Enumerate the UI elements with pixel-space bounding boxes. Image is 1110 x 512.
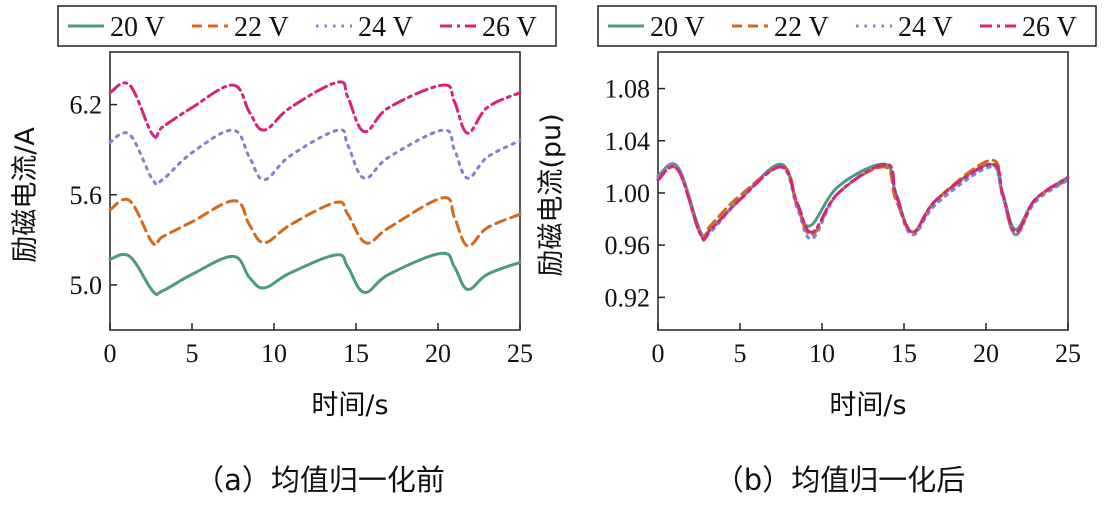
series-line-24v [108,128,522,187]
xtick-label: 5 [734,339,747,368]
legend-label: 26 V [482,12,537,43]
xtick-label: 5 [186,339,199,368]
plot-b-ylabel: 励磁电流(pu) [536,113,567,276]
plot-a-frame [109,51,521,331]
ytick-label: 1.04 [605,127,651,156]
legend-label: 20 V [110,12,165,43]
xtick-label: 15 [343,339,369,368]
xtick-label: 10 [261,339,287,368]
ytick-label: 1.00 [605,179,651,208]
xtick-label: 25 [1055,339,1081,368]
plot-b-caption: （b）均值归一化后 [715,463,965,497]
ytick-label: 0.92 [605,283,651,312]
legend-label: 22 V [774,12,829,43]
xtick-label: 10 [809,339,835,368]
ytick-label: 1.08 [605,75,651,104]
series-line-26v [656,162,1070,241]
plot-b-xlabel: 时间/s [829,390,906,421]
xtick-label: 15 [891,339,917,368]
panel-b: 20 V 22 V 24 V 26 V 0 5 10 15 20 25 0.92 0.96 1.00 1… [536,5,1097,497]
panel-a: 20 V 22 V 24 V 26 V 0 5 10 15 20 25 5.0 5.6 6.2 时间/… [10,5,557,497]
xtick-label: 25 [507,339,533,368]
series-line-22v [108,196,522,248]
legend-label: 26 V [1022,12,1077,43]
ytick-label: 0.96 [605,231,651,260]
legend-label: 24 V [358,12,413,43]
legend-label: 22 V [234,12,289,43]
plot-a-ylabel: 励磁电流/A [10,127,41,263]
xtick-label: 20 [425,339,451,368]
plot-a-xlabel: 时间/s [311,390,388,421]
plot-a-caption: （a）均值归一化前 [195,463,445,497]
ytick-label: 5.0 [70,271,103,300]
series-line-20v [108,251,522,296]
legend-b: 20 V 22 V 24 V 26 V [597,5,1097,47]
ytick-label: 6.2 [70,91,103,120]
plot-b-frame [657,51,1069,331]
legend-label: 24 V [898,12,953,43]
xtick-label: 0 [104,339,117,368]
xtick-label: 20 [973,339,999,368]
legend-label: 20 V [650,12,705,43]
ytick-label: 5.6 [70,181,103,210]
xtick-label: 0 [652,339,665,368]
series-line-26v [108,80,522,139]
legend-a: 20 V 22 V 24 V 26 V [57,5,557,47]
